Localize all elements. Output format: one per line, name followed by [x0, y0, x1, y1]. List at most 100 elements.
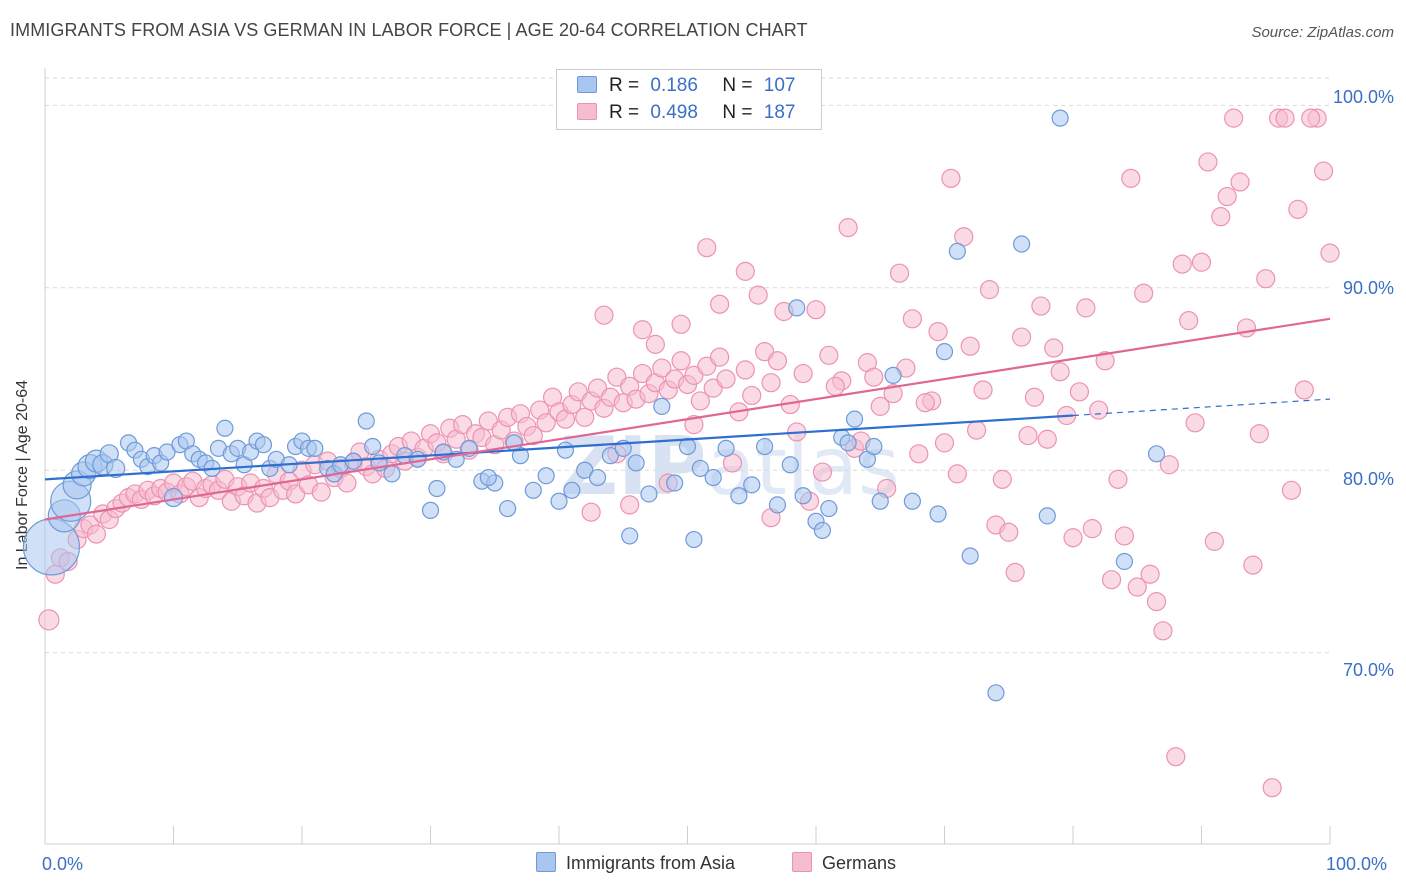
asia-point	[948, 242, 966, 260]
germans-point	[1204, 531, 1224, 551]
y-tick-label: 90.0%	[1342, 278, 1394, 298]
germans-point	[1089, 400, 1109, 420]
germans-point	[1313, 161, 1334, 181]
asia-point	[640, 485, 658, 503]
asia-point	[524, 481, 542, 499]
legend-r-value: 0.498	[650, 102, 698, 123]
asia-point	[685, 530, 703, 549]
germans-point	[594, 305, 614, 325]
legend-swatch-asia	[536, 852, 556, 872]
asia-point	[364, 437, 382, 456]
germans-point	[928, 321, 948, 342]
germans-point	[1236, 318, 1257, 338]
bottom-legend-germans: Germans	[792, 852, 896, 874]
asia-point	[781, 456, 799, 474]
asia-point	[1012, 235, 1031, 253]
asia-point	[788, 299, 806, 317]
germans-point	[1127, 577, 1147, 597]
asia-trend-line	[44, 414, 1074, 481]
asia-point	[794, 487, 812, 505]
germans-point	[1230, 172, 1250, 192]
asia-point	[653, 397, 671, 415]
asia-point	[666, 474, 684, 492]
germans-point	[870, 396, 890, 416]
germans-point	[1031, 296, 1051, 316]
asia-point	[871, 492, 889, 510]
legend: R = 0.186 N = 107 R = 0.498 N = 187	[556, 69, 822, 130]
asia-point	[421, 501, 440, 519]
asia-point	[730, 487, 748, 505]
asia-point	[306, 439, 324, 457]
germans-point	[1146, 591, 1167, 612]
y-tick-label: 100.0%	[1332, 87, 1394, 107]
legend-swatch-germans	[577, 103, 597, 120]
axes	[44, 68, 1331, 845]
germans-point	[710, 347, 730, 367]
trend-lines	[44, 317, 1331, 521]
germans-point	[1114, 526, 1135, 546]
germans-point	[311, 482, 331, 502]
germans-point	[710, 294, 730, 314]
asia-trend-extension	[1072, 398, 1331, 417]
germans-point	[748, 285, 768, 305]
germans-point	[1224, 108, 1244, 128]
germans-point	[864, 367, 884, 387]
germans-point	[1134, 283, 1154, 303]
germans-point	[1140, 564, 1160, 584]
germans-point	[1005, 562, 1025, 583]
germans-point	[1011, 327, 1032, 347]
germans-point	[934, 433, 955, 453]
asia-point	[704, 468, 722, 487]
germans-point	[761, 373, 781, 393]
asia-point	[717, 439, 735, 457]
germans-point	[1198, 152, 1218, 172]
germans-point	[684, 415, 704, 435]
x-tick-label: 0.0%	[42, 854, 84, 874]
legend-r-value: 0.186	[650, 75, 698, 96]
source-label: Source: ZipAtlas.com	[1251, 24, 1394, 41]
germans-point	[960, 336, 980, 356]
germans-point	[1301, 108, 1321, 128]
germans-point	[1082, 519, 1102, 539]
x-tick-label: 100.0%	[1326, 854, 1388, 874]
germans-point	[337, 473, 357, 493]
germans-point	[536, 413, 556, 433]
germans-point	[812, 462, 833, 482]
legend-r-label: R =	[609, 75, 640, 96]
asia-point	[556, 441, 575, 459]
asia-point	[537, 467, 555, 485]
asia-point	[961, 547, 979, 565]
germans-point	[671, 351, 691, 371]
germans-point	[1063, 528, 1083, 548]
germans-point	[620, 495, 640, 515]
asia-point	[691, 459, 709, 478]
legend-n-label: N =	[722, 102, 753, 123]
asia-point	[768, 496, 787, 514]
germans-point	[992, 469, 1012, 489]
germans-point	[1185, 413, 1205, 433]
germans-point	[819, 345, 839, 365]
germans-point	[690, 391, 710, 411]
germans-point	[806, 300, 826, 320]
asia-point	[601, 447, 620, 465]
germans-point	[86, 524, 107, 544]
legend-swatch-asia	[577, 76, 597, 93]
germans-point	[825, 376, 845, 396]
asia-point	[563, 481, 581, 499]
asia-point	[839, 434, 857, 452]
asia-point	[903, 492, 921, 510]
germans-point	[915, 393, 935, 413]
asia-point	[505, 434, 523, 452]
asia-point	[987, 684, 1005, 702]
asia-point	[479, 468, 497, 487]
germans-point	[735, 360, 755, 380]
germans-point	[767, 351, 788, 371]
legend-label-asia: Immigrants from Asia	[566, 853, 736, 873]
germans-point	[999, 522, 1019, 542]
germans-point	[645, 334, 665, 354]
y-tick-label: 80.0%	[1342, 469, 1394, 489]
asia-point	[409, 450, 427, 468]
germans-point	[1076, 298, 1096, 318]
asia-point	[383, 465, 401, 483]
bottom-legend-asia: Immigrants from Asia	[536, 852, 735, 874]
